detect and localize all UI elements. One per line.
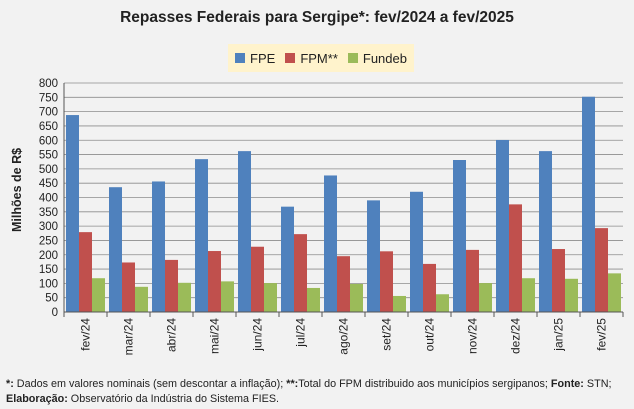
y-tick-label: 700 bbox=[39, 107, 58, 119]
bar-fpe bbox=[496, 139, 509, 312]
y-tick-label: 600 bbox=[39, 135, 58, 147]
bar-fpm bbox=[466, 249, 479, 312]
x-tick-label: ago/24 bbox=[337, 318, 351, 355]
footnote-source-text: STN; bbox=[583, 378, 612, 390]
y-tick-label: 0 bbox=[52, 307, 58, 319]
bar-fpm bbox=[595, 228, 608, 312]
bar-fpm bbox=[294, 234, 307, 312]
footnote-mark-1: *: bbox=[6, 378, 14, 390]
footnote: *: Dados em valores nominais (sem descon… bbox=[6, 377, 631, 407]
bar-fundeb bbox=[264, 283, 277, 312]
x-tick-label: jan/25 bbox=[552, 318, 566, 352]
legend-swatch-fpe bbox=[235, 53, 246, 63]
bar-fpe bbox=[152, 181, 165, 312]
y-tick-label: 300 bbox=[39, 221, 58, 233]
y-tick-label: 800 bbox=[39, 78, 58, 90]
y-tick-label: 100 bbox=[39, 278, 58, 290]
legend-item-fundeb: Fundeb bbox=[347, 50, 407, 66]
y-tick-label: 400 bbox=[39, 193, 58, 205]
footnote-mark-2: **: bbox=[286, 378, 299, 390]
x-tick-label: mai/24 bbox=[208, 318, 222, 354]
bar-fundeb bbox=[522, 278, 535, 312]
bar-fpe bbox=[195, 159, 208, 312]
footnote-source-label: Fonte: bbox=[550, 378, 584, 390]
bar-fpe bbox=[539, 151, 552, 312]
bar-fpe bbox=[109, 187, 122, 312]
chart-legend: FPE FPM** Fundeb bbox=[228, 44, 414, 72]
bar-fundeb bbox=[565, 278, 578, 312]
legend-label-fpe: FPE bbox=[250, 50, 276, 66]
bar-fundeb bbox=[307, 287, 320, 312]
legend-swatch-fpm bbox=[285, 53, 296, 63]
bar-fpm bbox=[122, 262, 135, 312]
bar-fundeb bbox=[92, 278, 105, 312]
legend-item-fpm: FPM** bbox=[285, 51, 338, 66]
footnote-text-2: Total do FPM distribuido aos municípios … bbox=[298, 378, 551, 390]
footnote-text-1: Dados em valores nominais (sem descontar… bbox=[13, 378, 287, 390]
legend-swatch-fundeb bbox=[347, 53, 358, 63]
x-tick-label: fev/25 bbox=[595, 318, 609, 351]
footnote-elaboration-label: Elaboração: bbox=[6, 393, 68, 405]
bar-fundeb bbox=[178, 282, 191, 312]
x-tick-label: jun/24 bbox=[251, 318, 265, 352]
footnote-elaboration-text: Observatório da Indústria do Sistema FIE… bbox=[67, 393, 280, 405]
y-tick-label: 500 bbox=[39, 164, 58, 176]
bar-fpm bbox=[423, 263, 436, 312]
y-tick-label: 250 bbox=[39, 235, 58, 247]
x-tick-label: set/24 bbox=[380, 318, 394, 351]
y-tick-label: 150 bbox=[39, 264, 58, 276]
x-tick-label: nov/24 bbox=[466, 318, 480, 354]
bar-fpe bbox=[582, 96, 595, 313]
y-tick-label: 650 bbox=[39, 121, 58, 133]
bar-fpm bbox=[509, 204, 522, 312]
x-tick-label: dez/24 bbox=[509, 318, 523, 354]
y-tick-label: 750 bbox=[39, 92, 58, 104]
bar-fpm bbox=[552, 249, 565, 312]
bar-fundeb bbox=[479, 283, 492, 312]
legend-item-fpe: FPE bbox=[235, 51, 275, 66]
bar-fpe bbox=[367, 200, 380, 312]
bar-fundeb bbox=[608, 273, 621, 312]
x-tick-label: mar/24 bbox=[122, 318, 136, 356]
chart-plot-area: 0 50 100 150 200 250 300 350 400 450 500 550 600 650 7… bbox=[39, 78, 624, 356]
y-tick-label: 50 bbox=[45, 293, 58, 305]
bar-fpm bbox=[79, 232, 92, 312]
bar-fpm bbox=[337, 256, 350, 312]
y-tick-label: 350 bbox=[39, 207, 58, 219]
bar-fpm bbox=[380, 251, 393, 312]
bar-fundeb bbox=[135, 286, 148, 312]
x-tick-label: jul/24 bbox=[294, 318, 308, 348]
bar-fpe bbox=[410, 191, 423, 312]
bar-fundeb bbox=[350, 283, 363, 312]
y-tick-label: 450 bbox=[39, 178, 58, 190]
bar-fpm bbox=[251, 246, 264, 312]
x-tick-label: abr/24 bbox=[165, 318, 179, 352]
x-tick-label: fev/24 bbox=[79, 318, 93, 351]
chart-title: Repasses Federais para Sergipe*: fev/202… bbox=[120, 9, 514, 26]
bar-fpm bbox=[208, 251, 221, 312]
bar-fundeb bbox=[221, 281, 234, 312]
y-tick-label: 550 bbox=[39, 150, 58, 162]
bar-fpm bbox=[165, 259, 178, 312]
bar-fpe bbox=[453, 160, 466, 312]
bar-fpe bbox=[281, 206, 294, 312]
bar-fundeb bbox=[393, 295, 406, 312]
bar-fundeb bbox=[436, 294, 449, 312]
bar-fpe bbox=[238, 151, 251, 312]
legend-label-fundeb: Fundeb bbox=[362, 50, 407, 66]
bar-fpe bbox=[66, 115, 79, 312]
bar-fpe bbox=[324, 175, 337, 312]
x-tick-label: out/24 bbox=[423, 318, 437, 352]
legend-label-fpm: FPM** bbox=[300, 50, 338, 66]
y-tick-label: 200 bbox=[39, 250, 58, 262]
